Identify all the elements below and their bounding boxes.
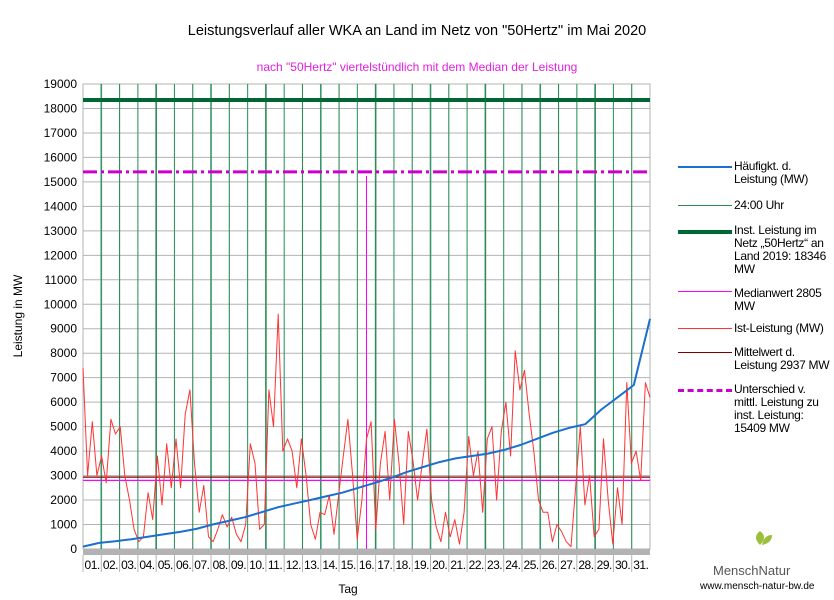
legend-swatch — [678, 230, 732, 234]
x-tick-label: 27. — [560, 558, 575, 572]
x-tick-label: 29. — [597, 558, 612, 572]
y-tick-label: 15000 — [44, 175, 78, 189]
x-tick-label: 14. — [322, 558, 337, 572]
y-tick-label: 17000 — [44, 126, 78, 140]
x-axis-label: Tag — [338, 582, 357, 596]
chart-title: Leistungsverlauf aller WKA an Land im Ne… — [188, 23, 646, 39]
x-tick-label: 22. — [469, 558, 484, 572]
x-tick-label: 16. — [359, 558, 374, 572]
x-tick-label: 28. — [578, 558, 593, 572]
chart-subtitle: nach "50Hertz" viertelstündlich mit dem … — [257, 60, 578, 74]
legend-swatch — [678, 291, 732, 292]
y-axis-label: Leistung in MW — [11, 274, 25, 357]
haeufigkeit-line — [82, 318, 651, 548]
x-tick-label: 30. — [615, 558, 630, 572]
x-tick-label: 08. — [213, 558, 228, 572]
x-tick-label: 02. — [103, 558, 118, 572]
logo-text: MenschNatur — [713, 563, 791, 578]
y-tick-label: 9000 — [50, 322, 77, 336]
legend-label: Medianwert 2805 MW — [734, 286, 822, 313]
x-tick-label: 23. — [487, 558, 502, 572]
y-tick-label: 19000 — [44, 77, 78, 91]
y-tick-label: 10000 — [44, 297, 78, 311]
x-tick-label: 31. — [633, 558, 648, 572]
x-tick-label: 03. — [121, 558, 136, 572]
y-tick-label: 8000 — [50, 346, 77, 360]
x-tick-label: 07. — [194, 558, 209, 572]
x-tick-label: 05. — [158, 558, 173, 572]
legend-swatch — [678, 166, 732, 168]
x-tick-label: 26. — [542, 558, 557, 572]
y-tick-label: 18000 — [44, 101, 78, 115]
legend-label: Unterschied v. mittl. Leistung zu inst. … — [734, 382, 819, 435]
x-tick-label: 19. — [414, 558, 429, 572]
x-axis-band — [83, 549, 650, 555]
legend-swatch — [678, 389, 732, 392]
y-tick-label: 12000 — [44, 248, 78, 262]
y-tick-label: 1000 — [50, 518, 77, 532]
y-tick-label: 16000 — [44, 150, 78, 164]
x-tick-label: 11. — [268, 558, 282, 572]
legend-swatch — [678, 328, 732, 329]
legend-swatch — [678, 352, 732, 353]
x-tick-label: 01. — [85, 558, 100, 572]
legend-swatch — [678, 205, 732, 206]
x-tick-label: 15. — [341, 558, 356, 572]
y-tick-label: 3000 — [50, 469, 77, 483]
y-tick-label: 13000 — [44, 224, 78, 238]
logo-url: www.mensch-natur-bw.de — [699, 581, 815, 592]
y-tick-label: 11000 — [45, 273, 78, 287]
x-tick-label: 04. — [139, 558, 154, 572]
x-tick-label: 13. — [304, 558, 319, 572]
x-tick-label: 20. — [432, 558, 447, 572]
logo: MenschNatur www.mensch-natur-bw.de — [699, 531, 815, 592]
x-tick-label: 06. — [176, 558, 191, 572]
y-tick-label: 0 — [70, 542, 77, 556]
legend-label: 24:00 Uhr — [734, 198, 784, 212]
y-tick-label: 6000 — [50, 395, 77, 409]
x-tick-label: 10. — [249, 558, 264, 572]
ist-leistung-line — [82, 313, 651, 548]
x-tick-label: 21. — [450, 558, 465, 572]
y-tick-label: 5000 — [50, 420, 77, 434]
legend-label: Häufigkt. d. Leistung (MW) — [734, 159, 809, 186]
x-tick-label: 24. — [505, 558, 520, 572]
legend-label: Mittelwert d. Leistung 2937 MW — [734, 345, 830, 372]
x-tick-label: 09. — [231, 558, 246, 572]
x-tick-label: 18. — [395, 558, 410, 572]
x-tick-label: 25. — [524, 558, 539, 572]
x-tick-label: 12. — [286, 558, 301, 572]
y-tick-label: 2000 — [50, 493, 77, 507]
y-tick-label: 4000 — [50, 444, 77, 458]
legend-label: Ist-Leistung (MW) — [734, 321, 824, 335]
y-tick-label: 7000 — [50, 371, 77, 385]
x-tick-label: 17. — [377, 558, 392, 572]
y-tick-label: 14000 — [44, 199, 78, 213]
legend-label: Inst. Leistung im Netz „50Hertz“ an Land… — [734, 223, 826, 276]
